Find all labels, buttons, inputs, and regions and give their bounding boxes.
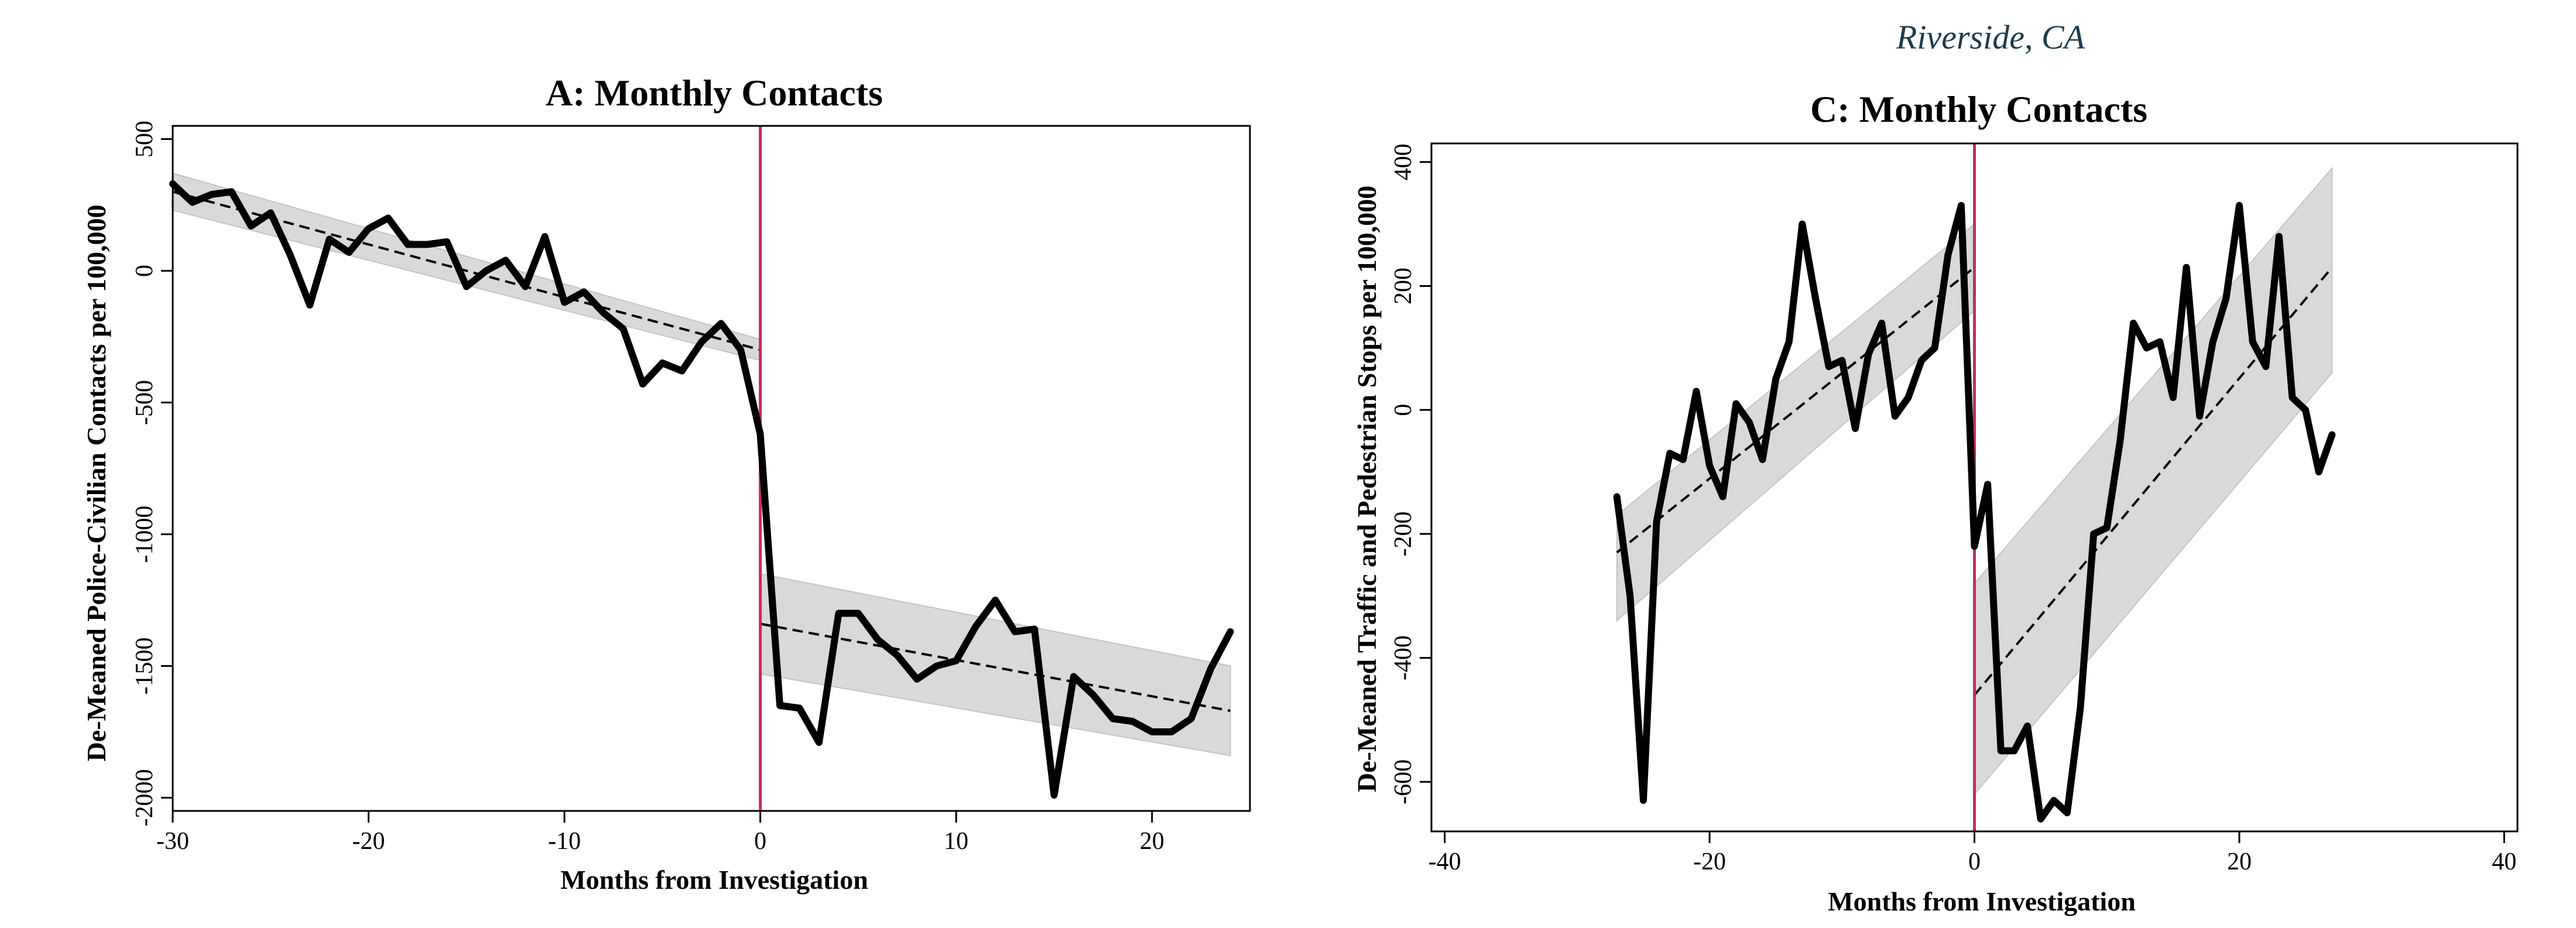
panel-c-ytick-label: -400 bbox=[1390, 635, 1417, 680]
panel-a-plot-frame bbox=[172, 125, 1251, 812]
panel-a-ytick-label: -1000 bbox=[131, 506, 158, 563]
panel-c-ytick-label: 400 bbox=[1390, 143, 1417, 180]
panel-a-xtick-label: 0 bbox=[754, 828, 766, 855]
panel-c-xtick-label: 20 bbox=[2227, 848, 2252, 875]
panel-a-series-line-0 bbox=[169, 180, 1234, 799]
panel-c-xtick-label: -40 bbox=[1429, 848, 1461, 875]
panel-a-ytick-label: 500 bbox=[131, 121, 158, 157]
panel-a-xtick-label: 10 bbox=[944, 828, 968, 855]
panel-c-xtick-label: 40 bbox=[2492, 848, 2516, 875]
panel-c-ytick-label: -600 bbox=[1390, 759, 1417, 804]
panel-a-xtick-label: 20 bbox=[1140, 828, 1164, 855]
panel-c-fit-line-0 bbox=[1616, 266, 1975, 554]
panel-c-monthly-contacts: C: Monthly Contacts Months from Investig… bbox=[1352, 88, 2519, 916]
panel-a-confidence-band-0 bbox=[172, 172, 761, 361]
panel-c-ytick-label: -200 bbox=[1390, 511, 1417, 556]
panel-a-xlabel: Months from Investigation bbox=[560, 865, 868, 895]
panel-a-monthly-contacts: A: Monthly Contacts Months from Investig… bbox=[81, 72, 1251, 895]
panel-a-ytick-label: -500 bbox=[131, 380, 158, 425]
panel-a-ytick-label: 0 bbox=[131, 265, 158, 277]
panel-a-xtick-label: -10 bbox=[548, 828, 581, 855]
panel-a-xtick-label: -30 bbox=[156, 828, 189, 855]
panel-c-title: C: Monthly Contacts bbox=[1810, 88, 2147, 130]
panel-a-ytick-label: -1500 bbox=[131, 638, 158, 695]
panel-a-fit-line-1 bbox=[760, 622, 1231, 712]
panel-c-xtick-label: -20 bbox=[1693, 848, 1726, 875]
panel-a-ytick-label: -2000 bbox=[131, 769, 158, 827]
panel-c-series-line-0 bbox=[1613, 201, 2336, 823]
panel-a-xtick-label: -20 bbox=[352, 828, 385, 855]
panel-a-ylabel: De-Meaned Police-Civilian Contacts per 1… bbox=[81, 205, 111, 762]
panel-c-xlabel: Months from Investigation bbox=[1828, 886, 2136, 916]
panel-c-ylabel: De-Meaned Traffic and Pedestrian Stops p… bbox=[1352, 186, 1382, 792]
panel-c-ytick-label: 200 bbox=[1390, 268, 1417, 304]
panel-a-title: A: Monthly Contacts bbox=[546, 72, 883, 114]
location-caption: Riverside, CA bbox=[1896, 18, 2085, 56]
panel-c-ytick-label: 0 bbox=[1390, 404, 1417, 416]
panel-c-xtick-label: 0 bbox=[1968, 848, 1981, 875]
panel-c-fit-line-1 bbox=[1973, 266, 2333, 696]
